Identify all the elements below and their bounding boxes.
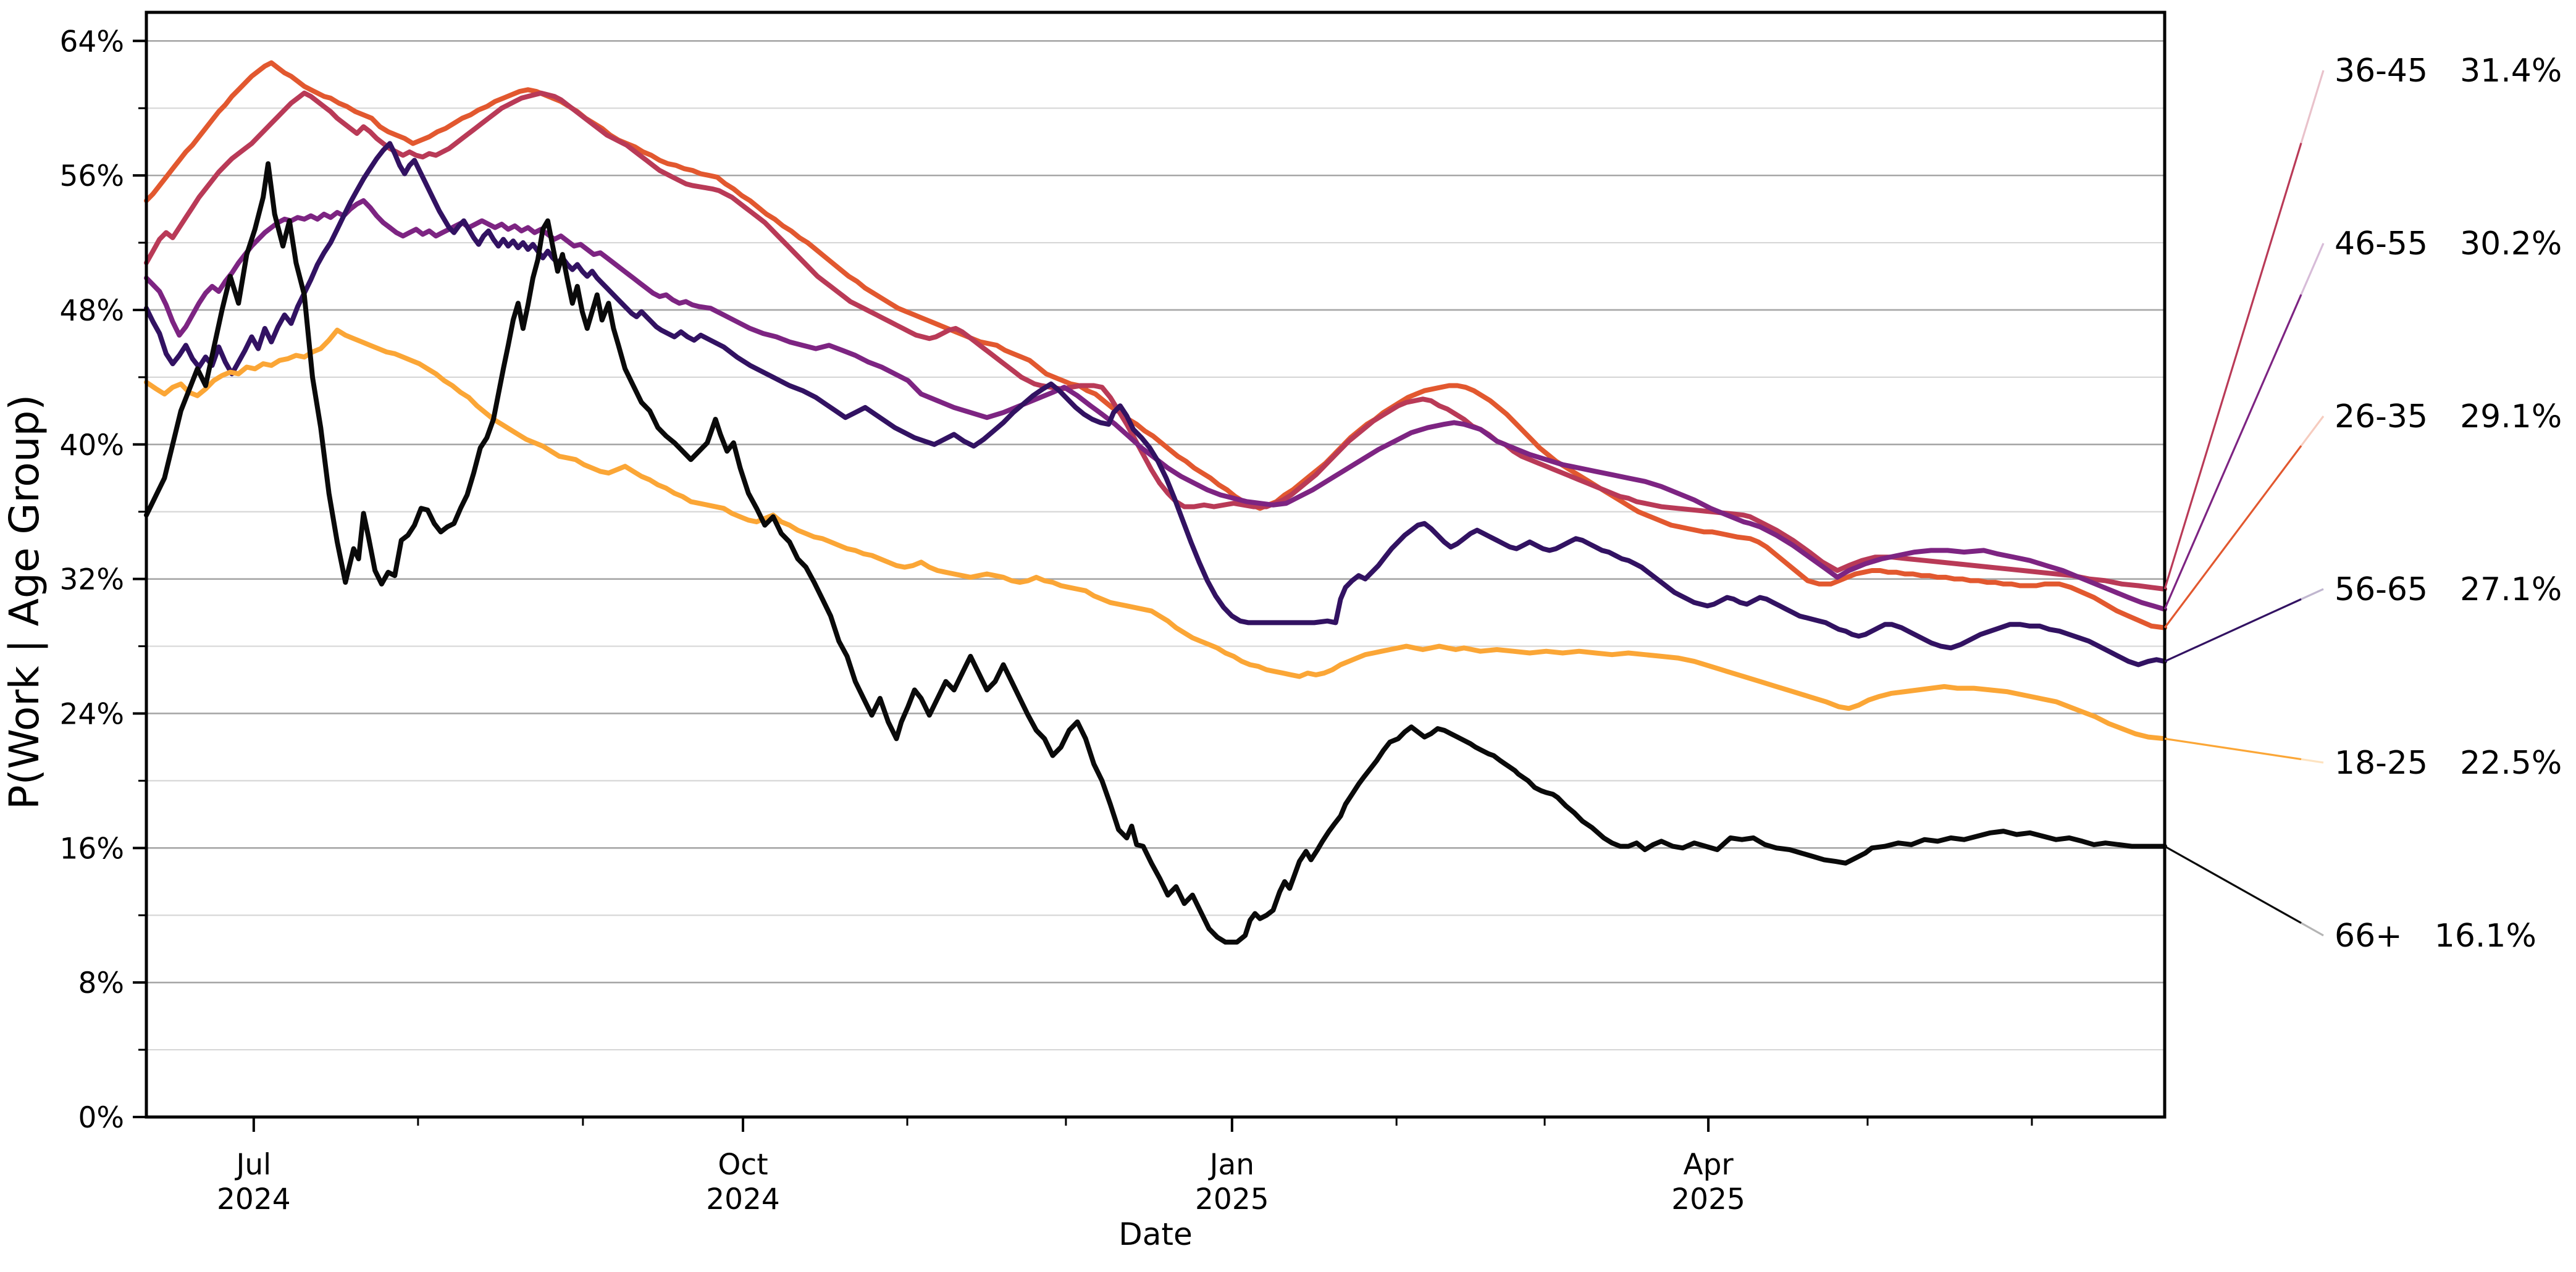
y-tick-label: 40% — [60, 429, 124, 462]
legend-leader-line-26-35 — [2163, 445, 2302, 629]
legend-leader-tip-18-25 — [2301, 758, 2324, 764]
x-tick-year-label: 2025 — [1671, 1182, 1745, 1216]
legend-label-26-35: 26-35 29.1% — [2335, 398, 2562, 435]
legend-leader-line-66+ — [2164, 845, 2302, 924]
axes — [133, 10, 2167, 1132]
y-tick-label: 16% — [60, 832, 124, 866]
legend: 36-45 31.4% 46-55 30.2% 26-35 29.1% 56-65 2… — [2163, 52, 2562, 955]
series-line-66+ — [144, 161, 2167, 945]
legend-leader-line-56-65 — [2164, 598, 2302, 663]
y-tick-label: 24% — [60, 697, 124, 731]
y-tick-label: 0% — [78, 1101, 124, 1135]
legend-leader-tip-56-65 — [2301, 588, 2324, 600]
legend-label-66+: 66+ 16.1% — [2335, 918, 2536, 955]
x-tick-month-label: Apr — [1683, 1148, 1734, 1182]
x-tick-year-label: 2024 — [217, 1182, 291, 1216]
series-line-56-65 — [144, 141, 2167, 667]
legend-leader-line-18-25 — [2164, 737, 2302, 761]
x-tick-month-label: Jan — [1208, 1148, 1254, 1182]
y-axis-label: P(Work | Age Group) — [1, 395, 48, 810]
plot-box — [145, 10, 2167, 1119]
legend-leader-tip-66+ — [2301, 922, 2324, 937]
x-tick-month-label: Oct — [718, 1148, 768, 1182]
x-tick-year-label: 2025 — [1195, 1182, 1269, 1216]
legend-leader-tip-46-55 — [2300, 243, 2325, 295]
y-tick-label: 64% — [60, 25, 124, 59]
series-line-46-55 — [144, 198, 2167, 612]
legend-leader-line-46-55 — [2163, 294, 2302, 610]
x-axis-label: Date — [1118, 1216, 1193, 1252]
y-tick-label: 48% — [60, 294, 124, 328]
y-tick-label: 32% — [60, 563, 124, 597]
legend-label-56-65: 56-65 27.1% — [2335, 571, 2562, 608]
tick-labels: 0%8%16%24%32%40%48%56%64%Jul2024Oct2024J… — [60, 25, 1745, 1216]
series-line-18-25 — [144, 327, 2167, 742]
legend-label-46-55: 46-55 30.2% — [2335, 225, 2562, 262]
legend-leader-tip-26-35 — [2300, 416, 2325, 446]
y-tick-label: 56% — [60, 159, 124, 193]
x-tick-month-label: Jul — [234, 1148, 271, 1182]
series-lines — [144, 60, 2167, 945]
gridlines — [146, 40, 2165, 1118]
series-line-26-35 — [144, 60, 2167, 630]
legend-label-36-45: 36-45 31.4% — [2335, 52, 2562, 90]
legend-leader-line-36-45 — [2163, 143, 2302, 590]
legend-leader-tip-36-45 — [2300, 70, 2325, 144]
y-tick-label: 8% — [78, 966, 124, 1000]
x-tick-year-label: 2024 — [706, 1182, 780, 1216]
legend-label-18-25: 18-25 22.5% — [2335, 745, 2562, 782]
series-line-36-45 — [144, 90, 2167, 592]
